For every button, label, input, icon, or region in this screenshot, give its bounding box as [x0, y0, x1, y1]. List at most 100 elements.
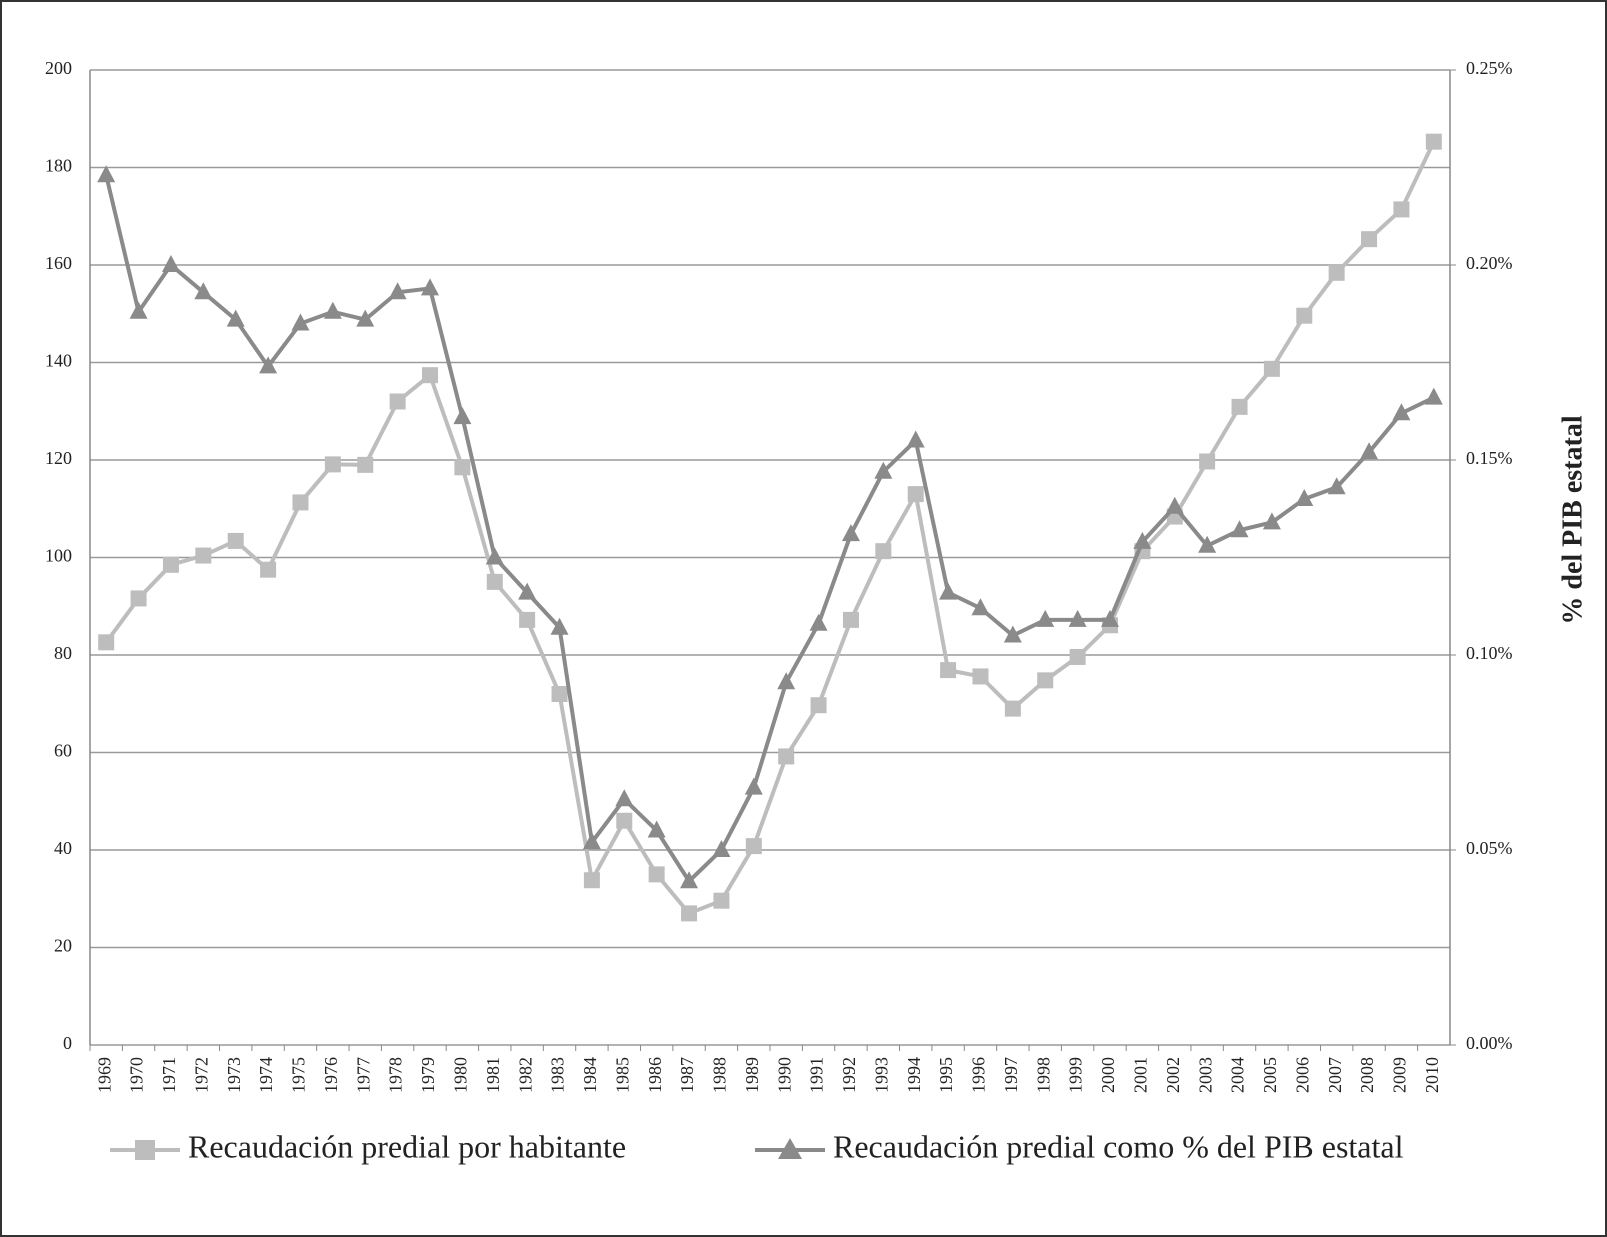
x-tick-label: 1998 — [1033, 1057, 1053, 1093]
y-tick-label: 180 — [45, 156, 72, 176]
y2-tick-label: 0.25% — [1466, 58, 1513, 78]
point — [519, 611, 536, 628]
point — [1263, 360, 1280, 377]
point — [1295, 489, 1314, 506]
x-tick-label: 2001 — [1131, 1057, 1151, 1093]
point — [1036, 609, 1055, 627]
point — [1199, 453, 1216, 470]
point — [260, 561, 277, 578]
x-tick-label: 1971 — [159, 1057, 179, 1093]
point — [1069, 648, 1086, 665]
point — [195, 547, 212, 564]
x-tick-label: 1977 — [353, 1057, 373, 1093]
point — [1361, 231, 1378, 248]
point — [129, 301, 148, 319]
x-tick-label: 1970 — [127, 1057, 147, 1093]
point — [162, 556, 179, 573]
x-tick-label: 1993 — [871, 1057, 891, 1093]
point — [1360, 442, 1379, 460]
y-tick-label: 40 — [54, 838, 72, 858]
point — [194, 282, 213, 300]
point — [712, 840, 731, 857]
x-tick-label: 1992 — [839, 1057, 859, 1093]
point — [841, 524, 860, 542]
point — [388, 282, 407, 300]
point — [1424, 387, 1443, 405]
series-line — [104, 140, 1436, 916]
legend-label: Recaudación predial como % del PIB estat… — [833, 1128, 1404, 1164]
point — [357, 456, 374, 473]
point — [745, 838, 762, 855]
point — [1327, 477, 1346, 495]
point — [778, 748, 795, 765]
x-tick-label: 1987 — [677, 1057, 697, 1093]
series-line — [104, 174, 1435, 885]
point — [972, 668, 989, 685]
legend-marker — [135, 1140, 155, 1160]
x-tick-label: 2005 — [1260, 1057, 1280, 1093]
y-tick-label: 160 — [45, 253, 72, 273]
x-tick-label: 1978 — [386, 1057, 406, 1093]
y2-axis-title: % del PIB estatal — [1557, 415, 1588, 624]
point — [421, 278, 439, 296]
point — [939, 582, 958, 600]
y-tick-label: 0 — [63, 1033, 72, 1053]
x-tick-label: 1990 — [774, 1057, 794, 1093]
point — [906, 430, 925, 448]
legend-label: Recaudación predial por habitante — [188, 1128, 626, 1164]
x-tick-label: 1997 — [1001, 1057, 1021, 1093]
point — [259, 356, 278, 374]
point — [582, 832, 601, 850]
point — [356, 309, 375, 327]
point — [324, 456, 341, 473]
y-tick-label: 200 — [45, 58, 72, 78]
y2-tick-label: 0.00% — [1466, 1033, 1513, 1053]
y2-tick-label: 0.10% — [1466, 643, 1513, 663]
point — [907, 486, 924, 503]
x-tick-label: 1989 — [742, 1057, 762, 1093]
point — [454, 459, 471, 476]
point — [98, 634, 115, 651]
point — [1262, 512, 1281, 530]
y-tick-label: 60 — [54, 741, 72, 761]
point — [648, 866, 665, 883]
x-tick-label: 2010 — [1422, 1057, 1442, 1093]
x-tick-label: 1974 — [256, 1057, 276, 1093]
point — [1425, 133, 1442, 150]
point — [615, 789, 634, 807]
x-tick-label: 2006 — [1292, 1057, 1312, 1093]
y-tick-label: 120 — [45, 448, 72, 468]
point — [1393, 201, 1410, 218]
point — [681, 905, 698, 922]
point — [161, 255, 180, 272]
point — [1068, 609, 1087, 627]
point — [1003, 625, 1022, 643]
point — [226, 309, 245, 327]
point — [777, 672, 796, 690]
point — [713, 892, 730, 909]
point — [874, 461, 893, 479]
point — [842, 611, 859, 628]
x-tick-label: 1969 — [94, 1057, 114, 1093]
x-tick-label: 2008 — [1357, 1057, 1377, 1093]
point — [1231, 398, 1248, 415]
point — [292, 494, 309, 511]
y2-tick-label: 0.15% — [1466, 448, 1513, 468]
point — [1004, 700, 1021, 717]
point — [1165, 496, 1184, 514]
point — [518, 582, 537, 600]
point — [486, 573, 503, 590]
point — [583, 872, 600, 889]
x-tick-label: 1985 — [612, 1057, 632, 1093]
point — [616, 812, 633, 829]
point — [422, 367, 438, 384]
y-tick-label: 140 — [45, 351, 72, 371]
x-tick-label: 1980 — [451, 1057, 471, 1093]
point — [680, 871, 699, 889]
x-tick-label: 1976 — [321, 1057, 341, 1093]
point — [744, 777, 763, 795]
x-tick-label: 2000 — [1098, 1057, 1118, 1093]
